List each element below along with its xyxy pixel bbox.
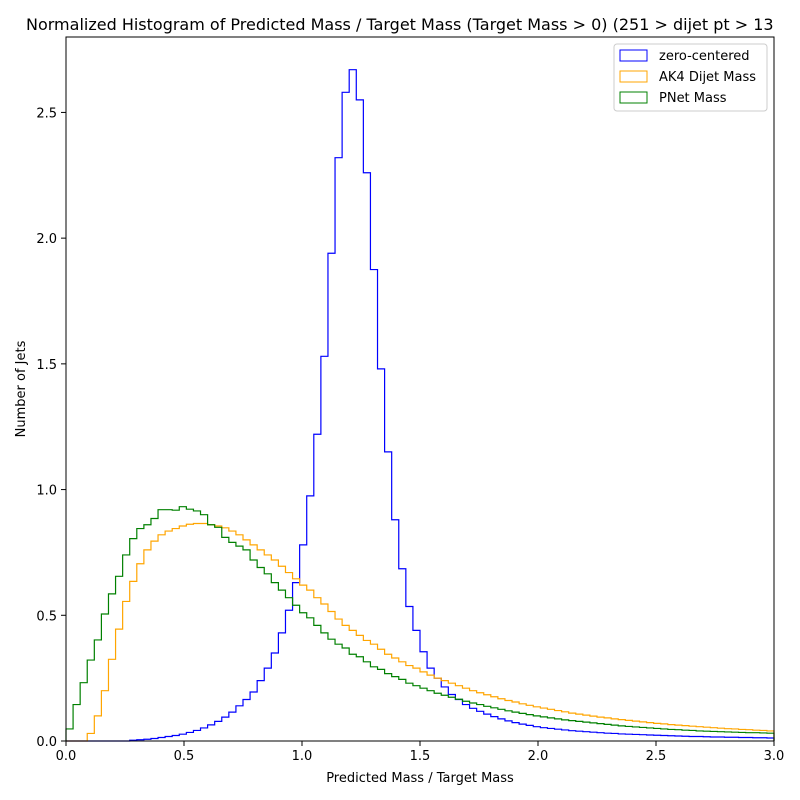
series-ak4-dijet-mass [66, 522, 775, 742]
y-tick-label: 1.5 [36, 358, 57, 373]
x-axis: 0.0 0.5 1.0 1.5 2.0 2.5 3.0 [56, 741, 785, 764]
chart-title: Normalized Histogram of Predicted Mass /… [26, 15, 774, 34]
x-tick-label: 3.0 [764, 749, 785, 764]
legend: zero-centered AK4 Dijet Mass PNet Mass [613, 43, 768, 112]
legend-label-ak4-dijet-mass: AK4 Dijet Mass [659, 70, 756, 85]
x-tick-label: 2.0 [528, 749, 549, 764]
x-tick-label: 1.5 [410, 749, 431, 764]
y-axis-label: Number of Jets [14, 340, 29, 437]
y-tick-label: 0.0 [36, 735, 57, 750]
x-axis-label: Predicted Mass / Target Mass [326, 771, 514, 786]
y-tick-label: 2.0 [36, 232, 57, 247]
x-tick-label: 0.0 [56, 749, 77, 764]
series-pnet-mass [65, 506, 775, 741]
legend-swatch-pnet-mass [619, 91, 648, 104]
legend-swatch-ak4-dijet-mass [619, 70, 648, 83]
y-tick-label: 1.0 [36, 484, 57, 499]
legend-box [613, 43, 768, 112]
x-tick-label: 2.5 [646, 749, 667, 764]
series-layer [65, 69, 775, 742]
legend-label-zero-centered: zero-centered [659, 49, 750, 64]
x-tick-label: 1.0 [292, 749, 313, 764]
series-zero-centered [66, 69, 775, 742]
y-tick-label: 2.5 [36, 106, 57, 121]
x-tick-label: 0.5 [174, 749, 195, 764]
y-axis: 0.0 0.5 1.0 1.5 2.0 2.5 [36, 106, 66, 750]
legend-swatch-zero-centered [619, 49, 648, 62]
y-tick-label: 0.5 [36, 609, 57, 624]
legend-label-pnet-mass: PNet Mass [659, 91, 727, 106]
